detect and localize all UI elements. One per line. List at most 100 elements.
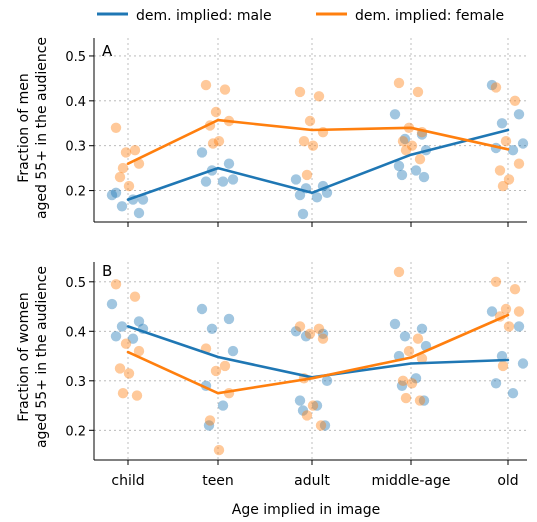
panel-b: 0.2 0.3 0.4 0.5 child teen adult middle-age old… [16, 262, 529, 489]
panel-a-point-male [227, 174, 239, 185]
panel-b-point-female [400, 392, 412, 404]
panel-a-point-female [123, 180, 135, 192]
panel-b-point-female [133, 345, 145, 357]
panel-b-point-male [486, 306, 498, 317]
xtick-label-old: old [497, 473, 518, 489]
panel-b-point-female [397, 375, 409, 386]
panel-b-point-female [294, 321, 306, 332]
panel-a-point-male [196, 147, 208, 158]
panel-b-point-female [307, 400, 319, 411]
panel-a-point-female [120, 147, 132, 158]
panel-b-point-female [317, 333, 329, 344]
panel-a-point-male [200, 176, 212, 187]
panel-b-point-male [294, 395, 306, 406]
panel-a-point-female [490, 82, 502, 93]
panel-b-xticks: child teen adult middle-age old [111, 473, 518, 489]
panel-a-point-female [494, 165, 506, 176]
panel-b-point-male [127, 333, 139, 344]
panel-a-point-female [497, 180, 509, 192]
panel-b-point-female [412, 333, 424, 344]
panel-a-point-female [301, 169, 313, 181]
panel-b-point-female [301, 410, 313, 421]
panel-a-point-female [117, 162, 129, 174]
panel-a-point-male [389, 109, 401, 120]
panel-a-point-male [418, 171, 430, 183]
legend-female-label: dem. implied: female [355, 8, 504, 24]
panel-a-ylabel-line2: aged 55+ in the audience [34, 37, 50, 219]
panel-a: 0.2 0.3 0.4 0.5 A Fraction of men aged 55+ … [16, 37, 529, 227]
panel-a-point-female [129, 145, 141, 156]
panel-b-ytick-label: 0.4 [65, 325, 86, 340]
panel-a-point-female [500, 136, 512, 147]
panel-b-point-male [410, 373, 422, 384]
panel-b-point-female [414, 395, 426, 406]
panel-a-point-male [321, 187, 333, 198]
xtick-label-child: child [111, 473, 144, 489]
panel-a-point-female [503, 174, 515, 185]
panel-b-point-male [206, 323, 218, 334]
panel-a-point-male [290, 174, 302, 185]
panel-a-axes [93, 38, 527, 227]
legend: dem. implied: male dem. implied: female [97, 8, 504, 24]
panel-b-point-female [406, 378, 418, 389]
panel-b-point-female [219, 360, 231, 372]
panel-b-point-male [396, 380, 408, 391]
panel-a-point-male [393, 160, 405, 172]
panel-b-point-male [116, 321, 128, 332]
panel-a-point-male [137, 194, 149, 205]
panel-b-point-male [311, 400, 323, 411]
panel-a-point-male [106, 189, 118, 201]
panel-b-point-female [500, 303, 512, 315]
panel-a-mean-line-male [126, 128, 510, 201]
panel-b-point-female [497, 360, 509, 372]
panel-b-point-male [196, 303, 208, 315]
x-axis-label: Age implied in image [232, 502, 381, 518]
panel-b-point-female [304, 328, 316, 339]
panel-b-point-female [129, 291, 141, 302]
panel-a-point-female [307, 140, 319, 151]
panel-a-point-female [414, 154, 426, 165]
panel-b-point-female [513, 306, 525, 317]
panel-a-point-male [217, 176, 229, 187]
panel-a-point-male [223, 158, 235, 169]
xtick-label-middle-age: middle-age [372, 473, 451, 489]
panel-a-point-male [297, 208, 309, 220]
panel-a-point-male [399, 133, 411, 145]
panel-a-point-female [513, 158, 525, 169]
panel-a-point-female [133, 158, 145, 169]
panel-b-mean-line-female [126, 313, 510, 395]
panel-a-point-male [311, 192, 323, 203]
panel-a-point-female [213, 136, 225, 147]
panel-a-ytick-label: 0.5 [65, 50, 86, 65]
panel-b-point-male [399, 331, 411, 342]
panel-b-point-male [490, 378, 502, 389]
panel-a-point-female [304, 115, 316, 127]
panel-b-ytick-label: 0.3 [65, 375, 86, 390]
panel-a-point-female [412, 86, 424, 98]
panel-b-point-female [110, 279, 122, 290]
panel-a-point-female [313, 91, 325, 102]
xtick-label-teen: teen [202, 473, 234, 489]
panel-a-ylabel-line1: Fraction of men [16, 73, 32, 182]
panel-b-point-male [290, 326, 302, 337]
panel-b-point-male [223, 313, 235, 325]
panel-b-point-female [490, 276, 502, 287]
panel-a-point-female [200, 79, 212, 91]
panel-a-point-female [298, 136, 310, 147]
panel-b-point-male [416, 323, 428, 334]
panel-b-point-male [110, 331, 122, 342]
panel-b-point-male [203, 420, 215, 431]
panel-a-ytick-label: 0.4 [65, 95, 86, 110]
panel-b-point-female [313, 323, 325, 334]
panel-b-point-female [403, 345, 415, 357]
panel-a-ytick-label: 0.2 [65, 185, 86, 200]
panel-b-grid [94, 262, 527, 460]
panel-a-point-female [207, 138, 219, 149]
panel-a-point-female [400, 145, 412, 156]
panel-a-point-female [114, 171, 126, 183]
panel-b-point-male [217, 400, 229, 411]
panel-b-point-female [117, 388, 129, 399]
panel-b-point-male [389, 318, 401, 330]
panel-b-point-male [418, 395, 430, 406]
panel-b-ytick-label: 0.2 [65, 424, 86, 439]
